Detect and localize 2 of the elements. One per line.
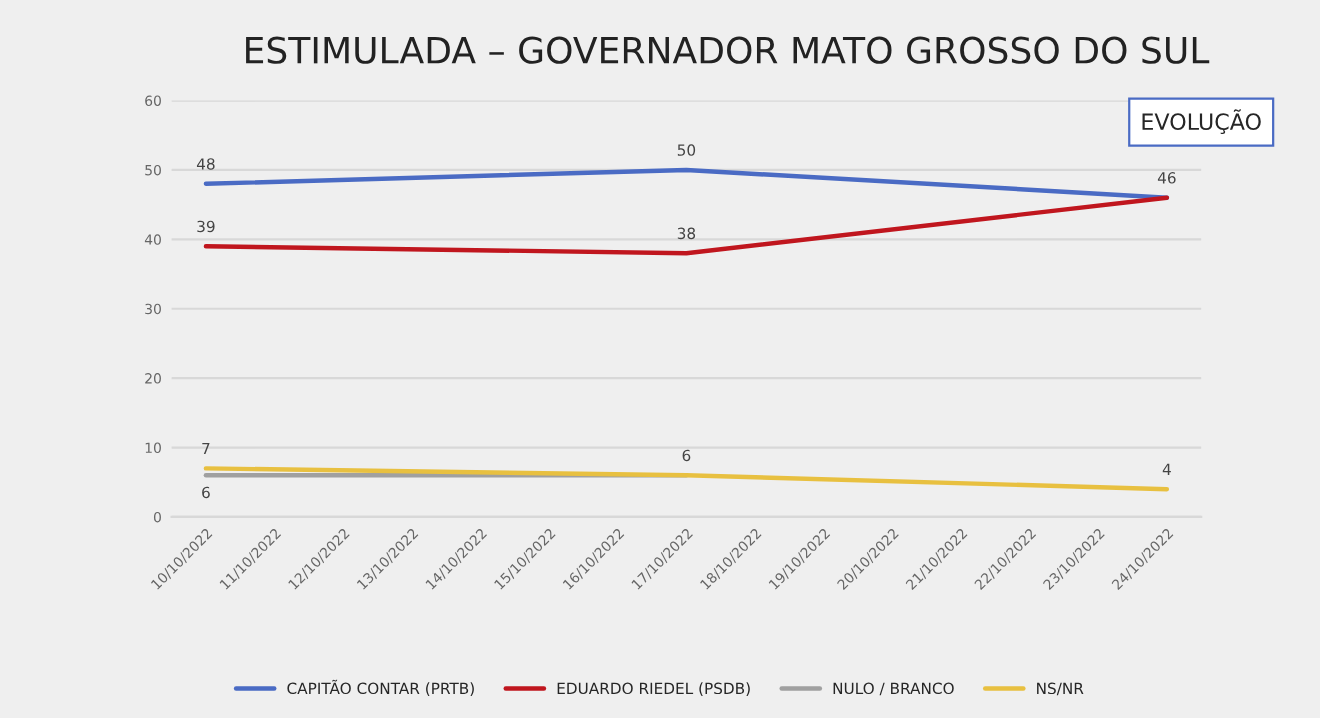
chart-title: ESTIMULADA – GOVERNADOR MATO GROSSO DO SUL [246, 36, 1210, 64]
annotation: EVOLUÇÃO [1142, 109, 1261, 135]
